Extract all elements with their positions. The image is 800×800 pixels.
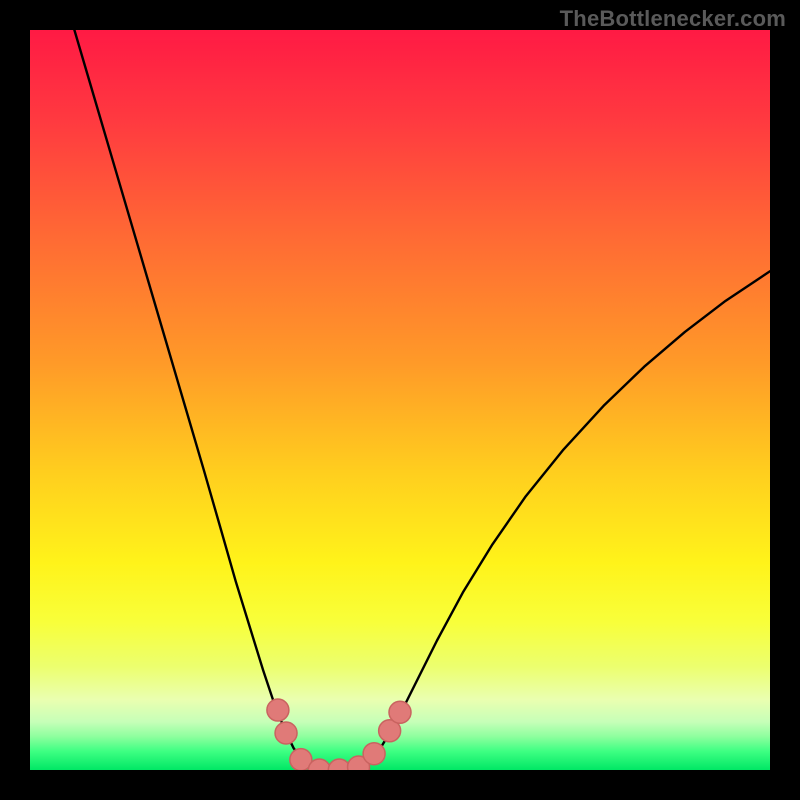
data-marker: [363, 743, 385, 765]
plot-area: [30, 30, 770, 770]
watermark-text: TheBottlenecker.com: [560, 6, 786, 32]
data-marker: [389, 701, 411, 723]
gradient-background: [30, 30, 770, 770]
data-marker: [275, 722, 297, 744]
data-marker: [267, 699, 289, 721]
chart-frame: TheBottlenecker.com: [0, 0, 800, 800]
chart-svg: [30, 30, 770, 770]
